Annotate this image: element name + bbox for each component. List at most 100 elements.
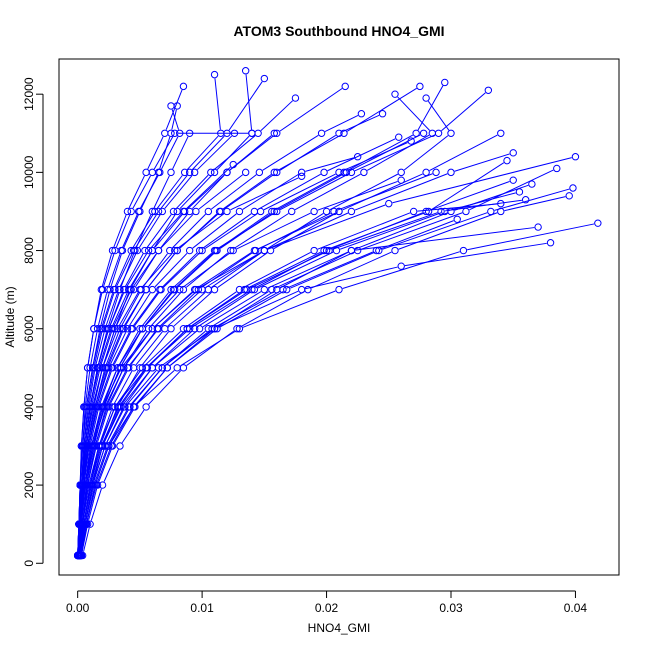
- data-point: [357, 110, 366, 118]
- data-point: [565, 192, 573, 200]
- series-line-segment: [103, 254, 115, 287]
- series-line-segment: [136, 214, 152, 248]
- data-point: [142, 285, 150, 294]
- series-line-segment: [361, 212, 463, 250]
- series-line-segment: [169, 330, 215, 366]
- series-line-segment: [80, 527, 86, 552]
- series-line-segment: [273, 212, 336, 250]
- series-line-segment: [81, 527, 87, 552]
- series-line-segment: [220, 291, 284, 328]
- data-point: [97, 442, 106, 450]
- series-line-segment: [125, 253, 144, 287]
- data-point: [98, 285, 107, 294]
- series-line-segment: [112, 409, 133, 443]
- data-point: [194, 285, 203, 294]
- series-line-segment: [187, 174, 225, 210]
- series-line-segment: [161, 291, 200, 327]
- series-line-segment: [99, 332, 111, 365]
- series-line-segment: [448, 192, 516, 211]
- series-line-segment: [79, 449, 82, 482]
- data-point: [157, 285, 165, 294]
- data-point: [347, 207, 356, 216]
- data-point: [332, 246, 341, 255]
- series-line-segment: [317, 180, 398, 211]
- series-line-segment: [83, 410, 89, 443]
- x-tick-label: 0.02: [315, 601, 339, 615]
- data-point: [528, 180, 536, 188]
- data-point: [229, 246, 237, 255]
- data-point: [179, 364, 188, 372]
- series-line-segment: [90, 410, 99, 443]
- series-line-segment: [85, 410, 91, 443]
- data-point: [432, 168, 440, 177]
- data-point: [424, 207, 433, 216]
- series-line-segment: [215, 291, 280, 328]
- series-line-segment: [125, 331, 147, 365]
- series-line-segment: [113, 214, 127, 248]
- series-line-segment: [403, 135, 449, 171]
- data-point: [80, 520, 88, 528]
- series-line-segment: [144, 292, 172, 327]
- series-line-segment: [186, 330, 235, 366]
- series-line-segment: [216, 135, 250, 170]
- data-point: [120, 364, 128, 372]
- series-line-segment: [160, 213, 194, 249]
- data-point: [240, 285, 249, 294]
- series-line-segment: [454, 153, 510, 172]
- data-point: [163, 364, 171, 372]
- series-line-segment: [99, 410, 112, 443]
- data-point: [101, 442, 109, 450]
- data-point: [124, 364, 133, 372]
- series-line-segment: [103, 449, 119, 482]
- data-point: [183, 325, 191, 333]
- series-line-segment: [93, 449, 105, 482]
- series-35: [77, 164, 561, 560]
- data-point: [251, 246, 260, 255]
- data-point: [120, 325, 128, 333]
- series-line-segment: [204, 213, 258, 249]
- series-line-segment: [85, 371, 91, 404]
- data-point: [437, 207, 445, 216]
- series-line-segment: [146, 214, 172, 248]
- data-point: [134, 207, 143, 216]
- series-line-segment: [240, 291, 305, 328]
- series-line-segment: [228, 81, 263, 131]
- series-line-segment: [85, 449, 93, 482]
- series-line-segment: [118, 292, 139, 326]
- series-line-segment: [342, 251, 460, 289]
- data-point: [235, 207, 244, 216]
- data-point: [179, 285, 188, 294]
- series-line-segment: [327, 212, 426, 250]
- data-point: [360, 168, 368, 177]
- data-point: [341, 82, 349, 91]
- data-point: [179, 82, 188, 91]
- data-point: [397, 168, 405, 177]
- data-point: [391, 246, 399, 255]
- data-point: [353, 246, 362, 255]
- series-line-segment: [267, 204, 386, 250]
- data-point: [148, 325, 157, 333]
- data-point: [105, 442, 113, 450]
- series-line-segment: [202, 213, 252, 249]
- series-line-segment: [186, 252, 229, 288]
- series-line-segment: [154, 252, 188, 288]
- series-line-segment: [108, 293, 120, 326]
- series-line-segment: [175, 174, 209, 210]
- data-point: [484, 86, 493, 94]
- data-point: [106, 285, 114, 294]
- series-line-segment: [431, 162, 505, 210]
- series-line-segment: [106, 410, 123, 443]
- series-line-segment: [144, 330, 182, 366]
- data-point: [95, 403, 103, 411]
- series-line-segment: [186, 135, 219, 170]
- series-line-segment: [104, 371, 119, 404]
- data-point: [241, 168, 250, 177]
- series-line-segment: [218, 213, 269, 249]
- series-line-segment: [236, 212, 311, 250]
- series-line-segment: [94, 410, 104, 443]
- series-line-segment: [83, 371, 88, 404]
- data-point: [158, 364, 166, 372]
- series-line-segment: [354, 173, 448, 211]
- series-line-segment: [230, 177, 299, 211]
- data-point: [304, 285, 312, 294]
